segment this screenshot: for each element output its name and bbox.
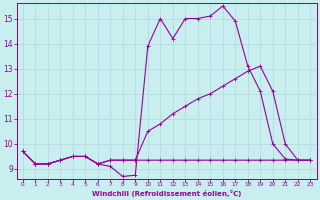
X-axis label: Windchill (Refroidissement éolien,°C): Windchill (Refroidissement éolien,°C) — [92, 190, 241, 197]
